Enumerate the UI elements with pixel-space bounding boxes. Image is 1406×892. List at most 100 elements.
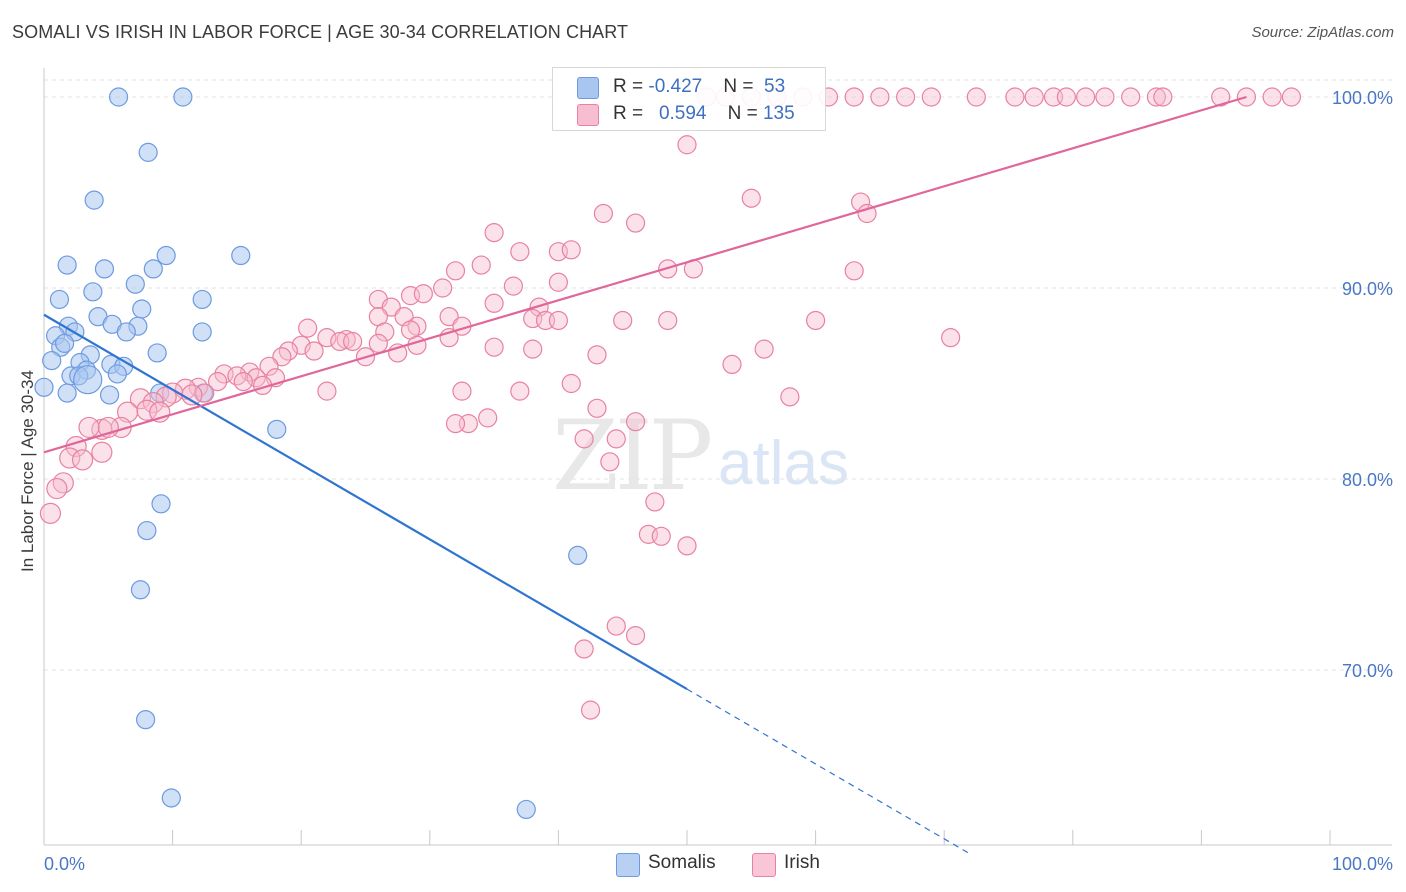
somali-point (137, 520, 157, 541)
irish-point (625, 412, 646, 432)
irish-point (587, 398, 607, 418)
n-value: 53 (764, 76, 786, 97)
irish-trend-line (43, 95, 1247, 454)
irish-point (613, 310, 633, 331)
irish-point (606, 429, 626, 449)
somali-point (192, 289, 212, 310)
x-tick-label: 0.0% (44, 854, 85, 874)
irish-point (896, 87, 916, 107)
irish-point (754, 339, 774, 359)
irish-point (317, 328, 337, 348)
somali-point (135, 710, 156, 730)
legend-text-somalis: R = -0.427 N = 53 (613, 76, 785, 98)
n-value: 135 (762, 103, 795, 124)
somali-point (516, 799, 536, 820)
irish-point (1005, 87, 1025, 107)
irish-point (645, 492, 665, 512)
somali-point (54, 333, 75, 353)
somali-trend-line (43, 313, 688, 691)
irish-point (368, 333, 388, 353)
irish-point (966, 87, 986, 107)
irish-point (1262, 87, 1282, 107)
irish-point (375, 322, 395, 342)
somali-point (107, 364, 127, 384)
irish-point (870, 87, 890, 107)
irish-point (677, 536, 697, 556)
irish-point (580, 700, 601, 720)
irish-point (439, 307, 459, 327)
irish-legend-swatch (752, 853, 776, 877)
somalis-swatch (577, 77, 599, 99)
somali-point (99, 385, 120, 405)
watermark-zip: ZIP (552, 400, 713, 512)
somali-point (173, 87, 193, 107)
irish-point (600, 452, 620, 472)
irish-point (71, 449, 94, 471)
somali-point (231, 245, 251, 266)
irish-point (805, 310, 826, 331)
irish-point (413, 284, 433, 304)
irish-point (606, 616, 626, 636)
irish-point (208, 371, 228, 392)
irish-point (857, 203, 877, 224)
somali-point (151, 494, 171, 514)
irish-point (1056, 87, 1076, 107)
somali-point (161, 788, 181, 808)
y-tick-label: 70.0% (1342, 661, 1393, 681)
irish-point (741, 188, 761, 208)
irish-point (246, 368, 266, 388)
somali-point (267, 419, 287, 439)
irish-point (272, 347, 292, 367)
y-tick-label: 80.0% (1342, 470, 1393, 490)
irish-point (478, 408, 498, 428)
watermark-atlas: atlas (718, 429, 849, 498)
irish-point (1153, 87, 1173, 107)
somali-point (568, 545, 588, 566)
irish-point (844, 87, 864, 107)
irish-point (1146, 87, 1166, 107)
source-label: Source: ZipAtlas.com (1251, 24, 1394, 41)
series-legend: Somalis Irish (0, 851, 1406, 877)
irish-swatch (577, 104, 599, 126)
somali-point (34, 377, 54, 397)
irish-point (343, 331, 363, 352)
irish-point (298, 318, 318, 338)
n-label: N = (727, 103, 763, 124)
somali-point (73, 365, 103, 395)
irish-point (523, 339, 543, 359)
irish-point (548, 272, 569, 292)
somalis-legend-label: Somalis (648, 852, 716, 873)
irish-point (78, 416, 100, 439)
irish-legend-label: Irish (784, 852, 820, 873)
somali-point (192, 322, 212, 342)
somali-point (94, 259, 115, 279)
irish-point (844, 261, 864, 281)
irish-point (445, 414, 466, 434)
somali-point (42, 350, 62, 371)
irish-point (484, 293, 504, 313)
irish-point (651, 526, 671, 546)
irish-point (574, 639, 594, 659)
irish-point (561, 373, 581, 394)
somali-point (125, 274, 145, 294)
irish-point (593, 203, 614, 224)
somali-trend-extension (686, 688, 971, 855)
irish-point (233, 371, 253, 392)
irish-point (445, 261, 466, 281)
correlation-legend: R = -0.427 N = 53 R = 0.594 N = 135 (552, 67, 826, 131)
somali-point (49, 289, 70, 310)
irish-point (587, 345, 607, 365)
y-tick-label: 90.0% (1342, 279, 1393, 299)
irish-point (1121, 87, 1141, 107)
irish-point (433, 278, 453, 298)
somali-point (83, 282, 103, 302)
r-label: R = (613, 76, 649, 97)
y-tick-label: 100.0% (1332, 88, 1393, 108)
irish-point (677, 135, 697, 155)
chart-title: SOMALI VS IRISH IN LABOR FORCE | AGE 30-… (12, 22, 629, 42)
irish-point (484, 337, 504, 357)
irish-point (484, 223, 504, 243)
irish-point (561, 240, 581, 260)
irish-point (1095, 87, 1115, 107)
somali-point (143, 259, 163, 279)
